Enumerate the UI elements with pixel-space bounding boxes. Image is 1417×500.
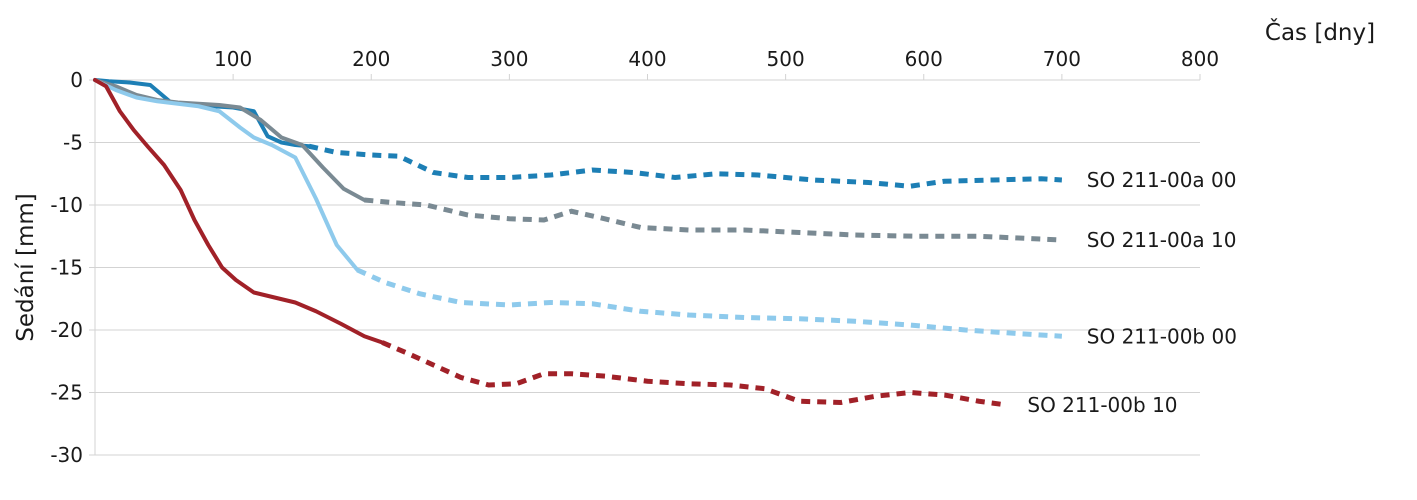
x-tick-label: 100 bbox=[214, 47, 252, 71]
y-tick-label: 0 bbox=[70, 68, 83, 92]
x-tick-label: 200 bbox=[352, 47, 390, 71]
x-axis-title: Čas [dny] bbox=[1265, 18, 1375, 46]
series-label: SO 211-00a 10 bbox=[1087, 228, 1237, 252]
y-tick-label: -20 bbox=[50, 318, 83, 342]
series-line-dashed bbox=[357, 270, 1061, 336]
y-tick-label: -25 bbox=[50, 381, 83, 405]
series-line-dashed bbox=[309, 146, 1062, 186]
series-label: SO 211-00b 10 bbox=[1027, 393, 1177, 417]
series-line-dashed bbox=[364, 200, 1062, 240]
x-tick-label: 800 bbox=[1181, 47, 1219, 71]
y-tick-label: -30 bbox=[50, 443, 83, 467]
x-tick-label: 300 bbox=[490, 47, 528, 71]
series-label: SO 211-00a 00 bbox=[1087, 168, 1237, 192]
y-tick-label: -5 bbox=[63, 131, 83, 155]
x-tick-label: 500 bbox=[767, 47, 805, 71]
series-line-dashed bbox=[382, 343, 1006, 406]
y-axis-title: Sedání [mm] bbox=[13, 193, 39, 341]
y-tick-label: -10 bbox=[50, 193, 83, 217]
series-line-solid bbox=[95, 80, 382, 343]
x-tick-label: 700 bbox=[1043, 47, 1081, 71]
x-tick-label: 400 bbox=[628, 47, 666, 71]
series-label: SO 211-00b 00 bbox=[1087, 324, 1237, 348]
x-tick-label: 600 bbox=[905, 47, 943, 71]
y-tick-label: -15 bbox=[50, 256, 83, 280]
